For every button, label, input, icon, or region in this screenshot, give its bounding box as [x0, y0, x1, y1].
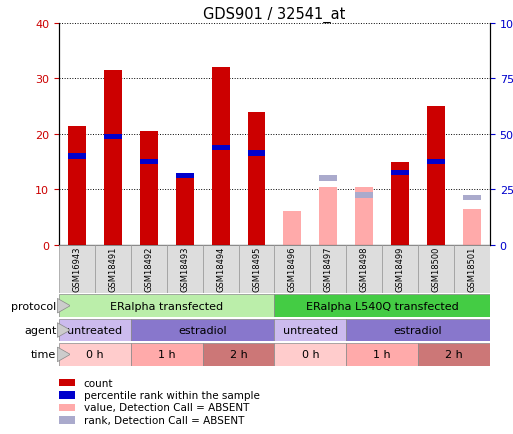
Bar — [104, 135, 122, 140]
Bar — [104, 71, 122, 245]
Polygon shape — [57, 299, 70, 313]
Bar — [319, 176, 337, 181]
Text: value, Detection Call = ABSENT: value, Detection Call = ABSENT — [84, 403, 249, 412]
Text: 0 h: 0 h — [86, 350, 104, 359]
Text: estradiol: estradiol — [394, 326, 442, 335]
Bar — [211, 68, 229, 245]
Text: time: time — [31, 350, 56, 359]
Text: GSM18501: GSM18501 — [467, 247, 477, 292]
Bar — [427, 159, 445, 165]
Bar — [59, 379, 74, 386]
Text: ERalpha L540Q transfected: ERalpha L540Q transfected — [306, 301, 459, 311]
Bar — [167, 245, 203, 293]
Bar — [463, 209, 481, 245]
Bar — [140, 159, 157, 165]
Polygon shape — [57, 347, 70, 362]
Bar — [131, 319, 274, 342]
Bar — [59, 319, 131, 342]
Text: GSM16943: GSM16943 — [72, 247, 82, 292]
Bar — [418, 343, 490, 366]
Text: GSM18492: GSM18492 — [144, 247, 153, 292]
Text: percentile rank within the sample: percentile rank within the sample — [84, 390, 260, 400]
Bar — [247, 151, 265, 157]
Bar — [59, 416, 74, 424]
Text: GSM18491: GSM18491 — [108, 247, 117, 292]
Polygon shape — [57, 323, 70, 338]
Bar — [391, 171, 409, 176]
Text: GSM18500: GSM18500 — [431, 247, 441, 292]
Bar — [59, 343, 131, 366]
Bar — [131, 343, 203, 366]
Bar — [346, 245, 382, 293]
Bar — [59, 295, 274, 317]
Bar — [131, 245, 167, 293]
Bar — [59, 245, 95, 293]
Bar — [274, 245, 310, 293]
Bar — [247, 112, 265, 245]
Bar — [211, 146, 229, 151]
Bar — [427, 107, 445, 245]
Bar — [203, 245, 239, 293]
Text: count: count — [84, 378, 113, 388]
Text: 2 h: 2 h — [230, 350, 247, 359]
Text: rank, Detection Call = ABSENT: rank, Detection Call = ABSENT — [84, 415, 244, 425]
Bar — [310, 245, 346, 293]
Text: GSM18495: GSM18495 — [252, 247, 261, 292]
Text: GSM18494: GSM18494 — [216, 247, 225, 292]
Text: GSM18496: GSM18496 — [288, 247, 297, 292]
Title: GDS901 / 32541_at: GDS901 / 32541_at — [203, 7, 346, 23]
Text: GSM18493: GSM18493 — [180, 247, 189, 292]
Text: 1 h: 1 h — [158, 350, 175, 359]
Text: ERalpha transfected: ERalpha transfected — [110, 301, 223, 311]
Bar — [140, 132, 157, 245]
Text: 0 h: 0 h — [302, 350, 319, 359]
Bar — [68, 126, 86, 245]
Text: untreated: untreated — [67, 326, 123, 335]
Text: untreated: untreated — [283, 326, 338, 335]
Bar — [59, 391, 74, 399]
Bar — [203, 343, 274, 366]
Bar — [175, 176, 193, 245]
Text: GSM18497: GSM18497 — [324, 247, 333, 292]
Bar — [463, 195, 481, 201]
Bar — [68, 154, 86, 159]
Bar — [319, 187, 337, 245]
Text: GSM18498: GSM18498 — [360, 247, 369, 292]
Bar — [391, 162, 409, 245]
Bar — [355, 193, 373, 198]
Bar — [175, 173, 193, 179]
Text: estradiol: estradiol — [179, 326, 227, 335]
Bar — [346, 319, 490, 342]
Bar — [274, 319, 346, 342]
Text: agent: agent — [24, 326, 56, 335]
Bar — [355, 187, 373, 245]
Text: 1 h: 1 h — [373, 350, 391, 359]
Bar — [418, 245, 454, 293]
Text: protocol: protocol — [11, 301, 56, 311]
Bar — [346, 343, 418, 366]
Bar — [283, 212, 301, 245]
Bar — [274, 295, 490, 317]
Bar — [59, 404, 74, 411]
Bar — [274, 343, 346, 366]
Bar — [239, 245, 274, 293]
Bar — [382, 245, 418, 293]
Bar — [454, 245, 490, 293]
Bar — [95, 245, 131, 293]
Text: 2 h: 2 h — [445, 350, 463, 359]
Text: GSM18499: GSM18499 — [396, 247, 405, 292]
